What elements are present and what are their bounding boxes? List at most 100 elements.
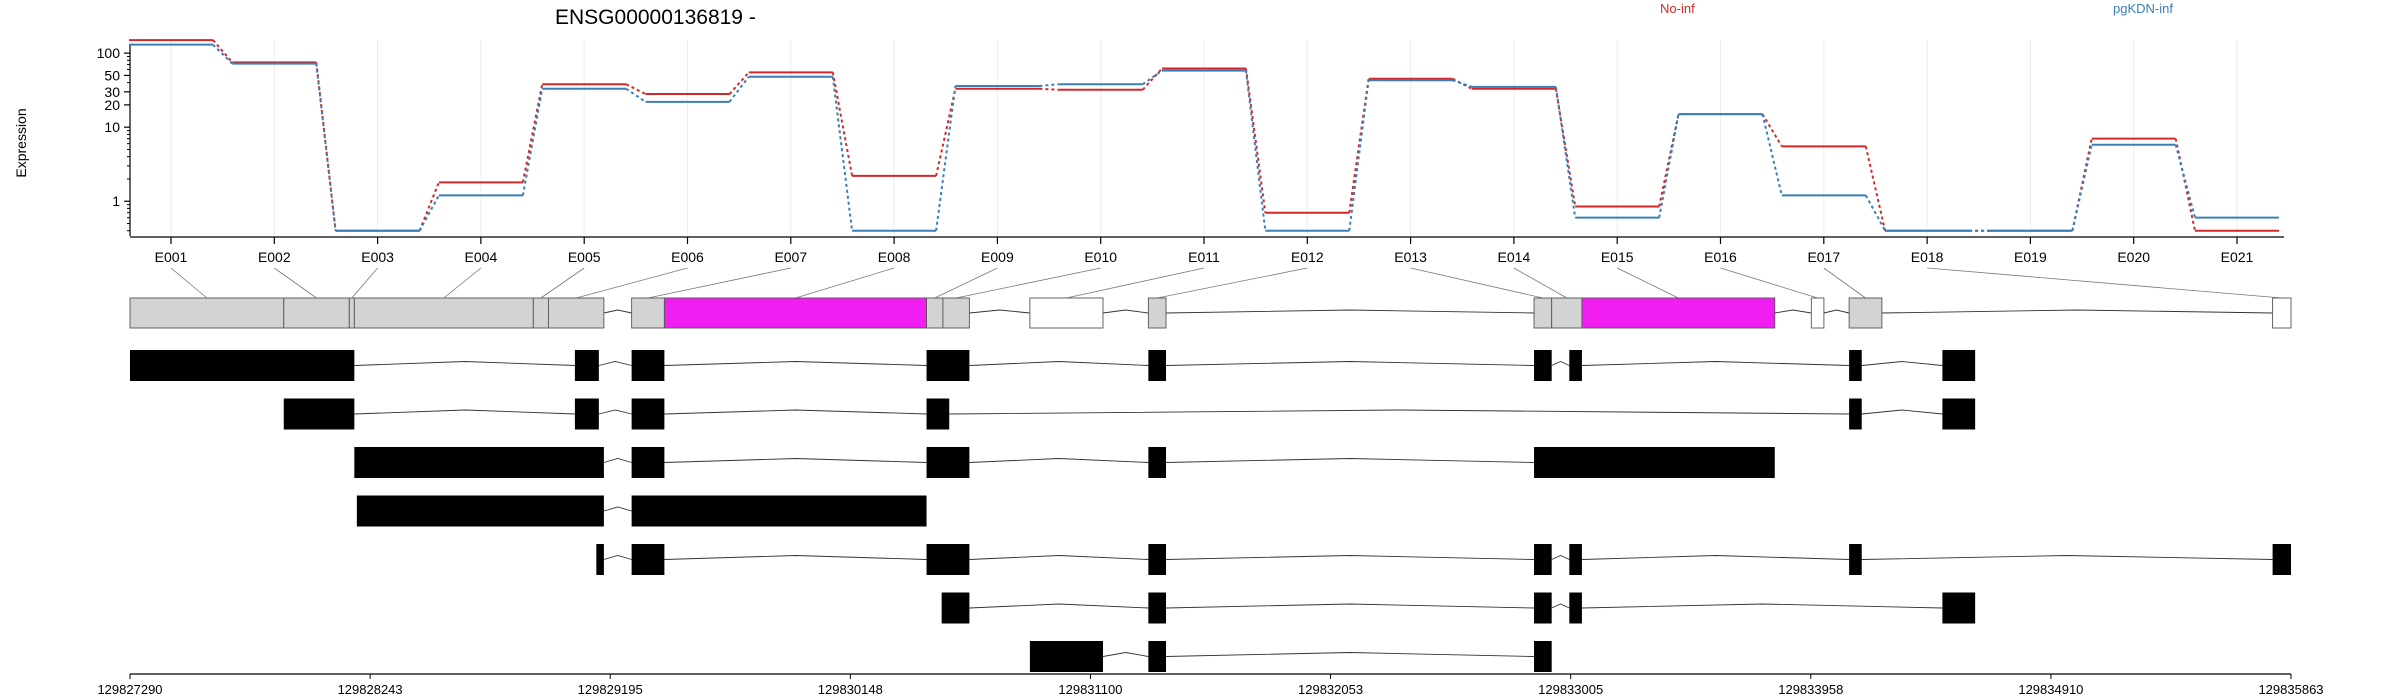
exon-bin	[1551, 297, 1583, 329]
series-no-inf-connector	[315, 62, 337, 231]
x-tick-label-e013: E013	[1394, 249, 1427, 265]
series-no-inf-connector	[1864, 146, 1887, 231]
exon-link-line	[1823, 267, 1866, 299]
x-tick-label-e010: E010	[1084, 249, 1117, 265]
transcript-exon	[1534, 350, 1552, 381]
x-tick-label-e018: E018	[1911, 249, 1944, 265]
transcript-exon	[574, 398, 599, 430]
transcript-exon	[354, 447, 604, 478]
series-pgkdn-inf-connector	[2071, 144, 2093, 231]
series-no-inf-connector	[1554, 88, 1577, 207]
y-tick-label: 1	[112, 193, 120, 209]
y-tick-label: 20	[104, 97, 120, 113]
x-tick-label-e017: E017	[1807, 249, 1840, 265]
exon-link-line	[647, 267, 791, 299]
transcript-exon	[631, 447, 665, 478]
exon-link-line	[934, 267, 998, 299]
series-no-inf-connector	[521, 84, 544, 183]
series-no-inf-connector	[1452, 77, 1473, 90]
transcript-exon	[926, 447, 970, 478]
exon-link-line	[170, 267, 208, 299]
y-axis-label: Expression	[13, 108, 29, 177]
series-pgkdn-inf-connector	[1761, 113, 1783, 196]
transcript-intron	[1861, 361, 1943, 366]
exon-link-line	[576, 267, 688, 299]
transcript-exon	[283, 398, 355, 430]
genomic-tick-label: 129828243	[338, 682, 403, 697]
series-pgkdn-inf-connector	[1039, 83, 1059, 87]
genomic-tick-label: 129833005	[1538, 682, 1603, 697]
transcript-intron	[603, 458, 632, 463]
transcript-exon	[1148, 544, 1167, 575]
gene-model-track	[129, 297, 2292, 329]
x-tick-label-e016: E016	[1704, 249, 1737, 265]
transcript-intron	[354, 409, 575, 415]
x-tick-label-e004: E004	[465, 249, 498, 265]
transcript-intron	[1551, 603, 1570, 609]
x-tick-label-e014: E014	[1498, 249, 1531, 265]
legend-item-no-inf: No-inf	[1660, 1, 1695, 16]
series-pgkdn-inf-connector	[521, 88, 544, 196]
transcript-intron	[1581, 603, 1943, 609]
transcript-intron	[664, 361, 927, 366]
transcript-exon	[926, 398, 950, 430]
transcript-exon	[1534, 447, 1775, 478]
transcript-intron	[1581, 361, 1850, 366]
transcript-intron	[1102, 652, 1149, 657]
y-tick-label: 50	[104, 67, 120, 83]
transcript-exon	[926, 350, 970, 381]
genomic-tick-label: 129830148	[818, 682, 883, 697]
intron-line	[1102, 309, 1149, 314]
x-tick-label-e001: E001	[155, 249, 188, 265]
series-no-inf-connector	[1761, 113, 1783, 147]
genomic-coordinate-axis: 129827290 129828243 129829195 129830148 1298…	[97, 673, 2324, 697]
transcript-intron	[969, 361, 1149, 366]
transcript-6	[941, 592, 1976, 624]
x-tick-label-e007: E007	[774, 249, 807, 265]
transcript-intron	[969, 555, 1149, 560]
exon-bin	[926, 297, 944, 329]
exon-bin	[547, 297, 605, 329]
transcript-intron	[1165, 603, 1535, 609]
chart-title: ENSG00000136819 -	[555, 6, 756, 29]
genomic-tick-label: 129833958	[1778, 682, 1843, 697]
transcript-intron	[1551, 361, 1570, 366]
x-tick-label-e006: E006	[671, 249, 704, 265]
transcript-intron	[664, 409, 927, 415]
intron-line	[1166, 309, 1535, 314]
series-no-inf-connector	[1348, 78, 1370, 213]
transcript-exon	[1534, 544, 1552, 575]
transcript-exon	[1942, 398, 1976, 430]
intron-line	[969, 309, 1030, 314]
exon-link-lines	[170, 267, 2282, 299]
transcript-exon	[1849, 398, 1862, 430]
x-tick-label-e011: E011	[1188, 249, 1220, 265]
x-tick-label-e020: E020	[2117, 249, 2150, 265]
series-pgkdn-inf-connector	[728, 76, 750, 103]
x-tick-label-e008: E008	[878, 249, 911, 265]
transcript-exon	[1148, 447, 1167, 478]
series-no-inf-connector	[1658, 113, 1680, 207]
series-no-inf-connector	[1141, 67, 1163, 91]
transcript-intron	[603, 506, 632, 512]
series-pgkdn-inf-connector	[935, 85, 957, 231]
transcript-exon	[631, 544, 665, 575]
transcript-exon	[1849, 350, 1862, 381]
exon-link-line	[1513, 267, 1567, 299]
intron-line	[1881, 309, 2273, 314]
transcript-intron	[1581, 555, 1850, 560]
transcript-intron	[1861, 555, 2273, 560]
transcript-exon	[2272, 544, 2291, 575]
transcript-intron	[354, 361, 575, 366]
series-pgkdn-inf-connector	[625, 87, 647, 103]
transcript-intron	[598, 409, 632, 415]
genomic-tick-label: 129832053	[1298, 682, 1363, 697]
x-tick-label-e019: E019	[2014, 249, 2047, 265]
transcript-exon	[130, 350, 355, 381]
exon-link-line	[1720, 267, 1818, 299]
transcript-exon	[631, 350, 665, 381]
exon-link-line	[1157, 267, 1308, 299]
transcript-exon	[1942, 350, 1976, 381]
genomic-tick-label: 129829195	[578, 682, 643, 697]
